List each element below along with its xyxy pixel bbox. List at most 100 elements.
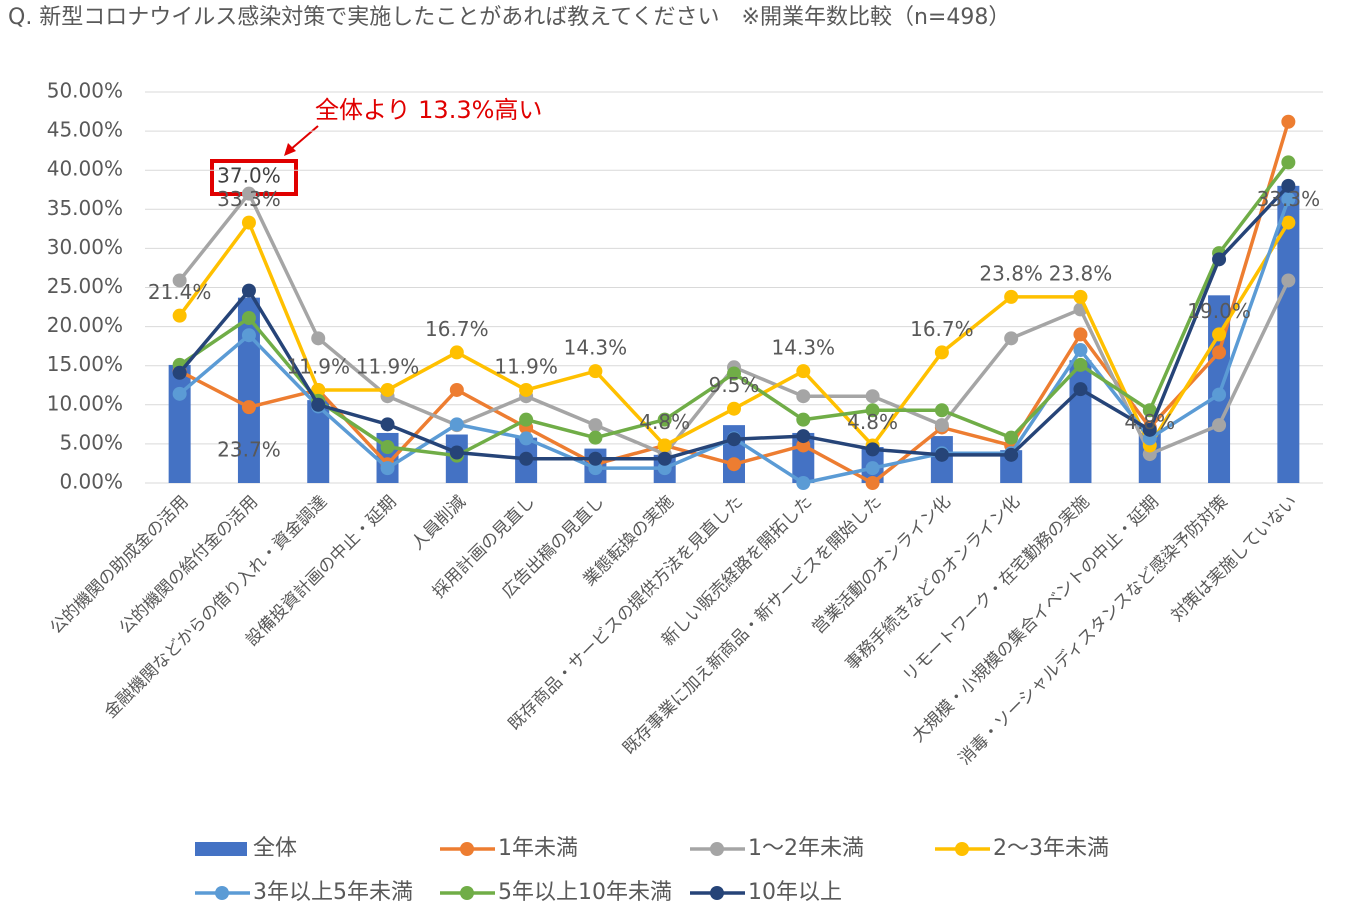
y-tick-label: 50.00% [47,79,123,103]
marker [172,386,187,401]
chart-title: Q. 新型コロナウイルス感染対策で実施したことがあれば教えてください ※開業年数… [8,5,1010,30]
marker [172,365,187,380]
x-tick-label: 既存商品・サービスの提供方法を見直した [505,492,748,735]
marker [241,328,256,343]
data-label: 14.3% [564,336,628,360]
marker [380,461,395,476]
marker [796,476,811,490]
marker [865,442,880,457]
annotation-arrow [289,125,319,151]
marker [588,418,603,433]
marker [380,417,395,432]
x-tick-label: 既存事業に加え新商品・新サービスを開始した [619,492,886,759]
marker [1004,289,1019,304]
x-tick-label: 営業活動のオンライン化 [809,492,955,638]
y-tick-label: 30.00% [47,235,123,259]
data-label: 4.8% [639,410,690,434]
marker [1073,289,1088,304]
legend-label: 10年以上 [748,880,842,905]
y-tick-label: 35.00% [47,196,123,220]
legend-swatch [710,842,724,856]
legend-label: 3年以上5年未満 [253,880,413,905]
marker [934,403,949,418]
bar [237,297,260,483]
y-tick-label: 25.00% [47,274,123,298]
marker [449,382,464,397]
y-tick-label: 15.00% [47,352,123,376]
marker [657,412,672,427]
marker [727,457,741,472]
bar [307,400,330,483]
legend-swatch [195,842,247,856]
arrowhead [284,143,296,156]
marker [796,412,811,427]
x-tick-label: 公的機関の給付金の活用 [116,492,262,638]
marker [796,429,811,444]
marker [449,345,464,360]
marker [727,401,741,416]
marker [311,397,326,412]
bar [168,364,191,483]
marker [1073,382,1088,397]
bar [1277,185,1300,483]
y-tick-label: 5.00% [59,430,123,454]
data-label: 23.7% [217,438,281,462]
marker [1281,215,1296,230]
data-label: 37.0% [217,164,281,188]
marker [1142,422,1157,437]
x-tick-label: 大規模・小規模の集合イベントの中止・延期 [908,492,1163,747]
y-tick-label: 45.00% [47,118,123,142]
annotation: 全体より 13.3%高い [315,96,542,124]
marker [1281,273,1296,288]
data-label: 19.0% [1187,299,1251,323]
marker [1212,327,1227,342]
x-tick-label: 対策は実施していない [1167,492,1301,626]
data-label: 11.9% [494,354,558,378]
legend-swatch [460,886,474,900]
marker [172,308,187,323]
marker [1142,403,1157,418]
marker [865,389,880,404]
marker [934,418,949,433]
legend-swatch [710,886,724,900]
y-tick-label: 0.00% [59,470,123,494]
marker [311,382,326,397]
data-label: 33.3% [1257,187,1321,211]
marker [657,451,672,466]
marker [172,273,187,288]
data-label: 11.9% [356,354,420,378]
marker [1212,252,1227,267]
marker [1281,155,1296,170]
marker [380,382,395,397]
data-label: 11.9% [286,354,350,378]
marker [1004,331,1019,346]
marker [519,431,534,446]
marker [865,476,880,490]
marker [1073,357,1088,372]
marker [934,345,949,360]
marker [1004,447,1019,462]
marker [727,366,741,381]
marker [519,382,534,397]
legend-label: 1～2年未満 [748,836,864,861]
marker [519,451,534,466]
marker [1004,430,1019,445]
marker [1073,343,1088,358]
marker [519,412,534,427]
data-label: 33.3% [217,187,281,211]
legend-label: 2～3年未満 [993,836,1109,861]
marker [1073,327,1088,342]
marker [241,283,256,298]
marker [796,389,811,404]
marker [865,403,880,418]
marker [588,451,603,466]
x-tick-label: 人員削減 [408,492,470,554]
legend-label: 5年以上10年未満 [498,880,672,905]
marker [380,440,395,455]
marker [241,310,256,325]
legend-label: 全体 [253,836,297,861]
data-label: 23.8% [1049,261,1113,285]
marker [1281,192,1296,207]
marker [1212,345,1227,360]
